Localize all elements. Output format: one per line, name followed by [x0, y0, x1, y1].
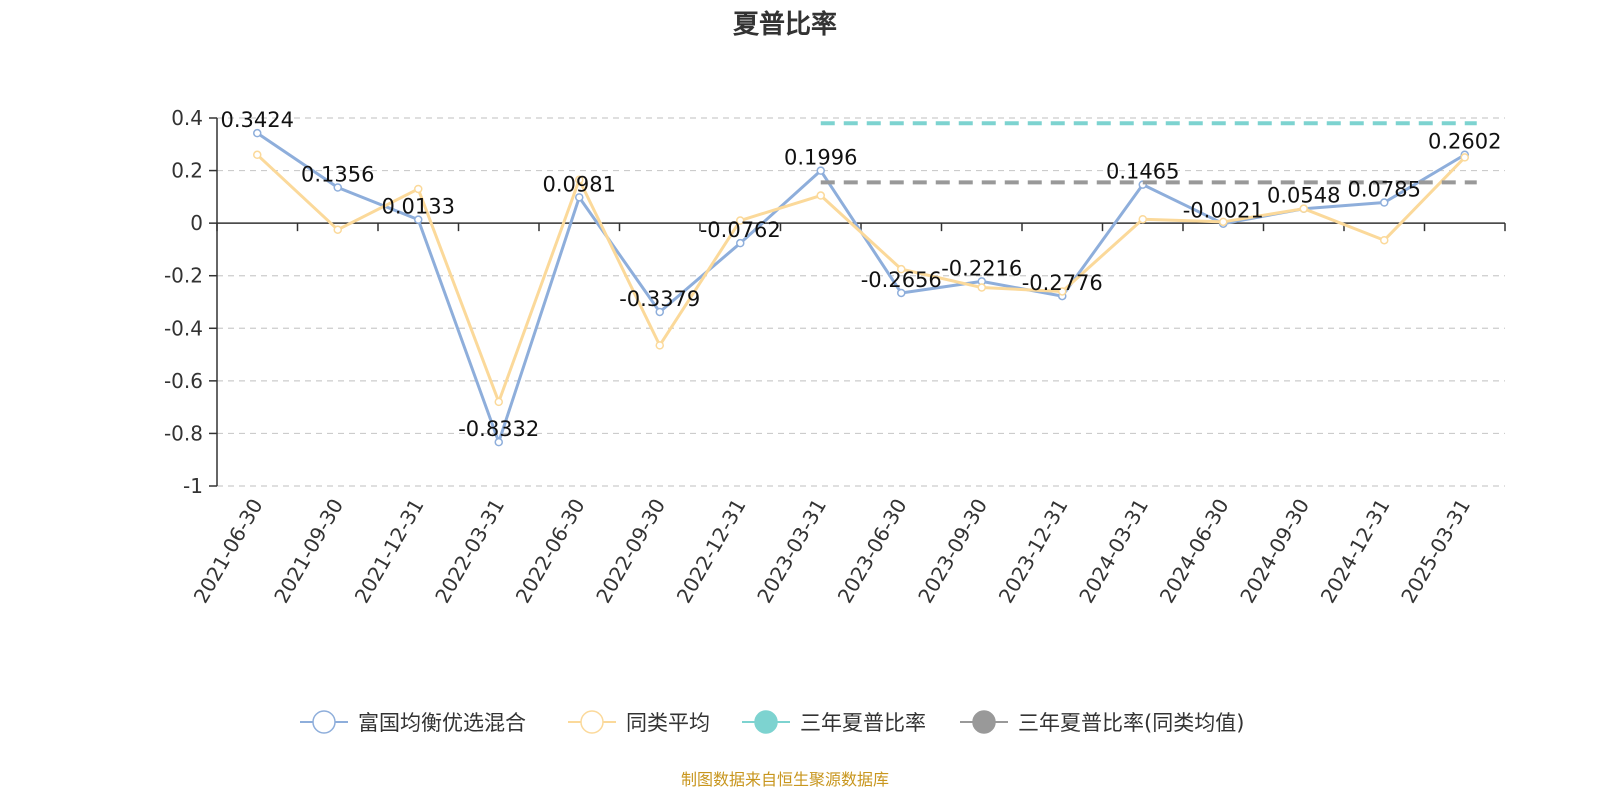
data-label: 0.1465: [1106, 160, 1179, 184]
data-label: 0.1996: [784, 146, 857, 170]
series-layer: [253, 121, 1477, 447]
x-tick-label: 2023-12-31: [994, 495, 1073, 608]
data-label: 0.0785: [1348, 178, 1421, 202]
data-label: -0.3379: [619, 287, 700, 311]
source-note: 制图数据来自恒生聚源数据库: [681, 770, 889, 789]
chart-title: 夏普比率: [733, 9, 837, 40]
y-tick-label: -1: [183, 474, 203, 498]
series-point-0: [253, 128, 262, 138]
data-label: 0.0981: [543, 172, 616, 196]
x-tick-label: 2022-09-30: [591, 495, 670, 608]
legend-marker-icon: [312, 710, 336, 734]
series-point-1: [1058, 287, 1067, 296]
data-label: -0.2216: [941, 256, 1022, 280]
y-tick-label: -0.6: [164, 369, 203, 393]
data-label: 0.3424: [221, 108, 294, 132]
x-tick-label: 2023-09-30: [913, 495, 992, 608]
series-point-1: [333, 225, 342, 234]
legend-label: 三年夏普比率: [800, 711, 926, 735]
y-tick-label: -0.2: [164, 264, 203, 288]
series-point-0: [655, 307, 664, 317]
data-label: -0.0762: [700, 218, 781, 242]
series-point-1: [1460, 153, 1469, 162]
x-tick-label: 2024-09-30: [1235, 495, 1314, 608]
legend-marker-icon: [754, 710, 778, 734]
series-point-0: [816, 166, 825, 175]
legend-marker-icon: [580, 710, 604, 734]
x-tick-label: 2021-12-31: [350, 495, 429, 608]
series-point-0: [414, 215, 423, 224]
series-point-1: [736, 216, 745, 225]
x-tick-label: 2022-03-31: [430, 495, 509, 608]
x-tick-label: 2024-03-31: [1074, 495, 1153, 608]
x-tick-label: 2025-03-31: [1396, 495, 1475, 608]
series-point-1: [655, 341, 664, 350]
series-point-0: [1380, 198, 1389, 207]
series-line-1: [256, 153, 1466, 404]
series-point-1: [1219, 217, 1228, 227]
data-label: -0.2776: [1022, 271, 1103, 295]
legend-marker-icon: [972, 710, 996, 734]
x-tick-label: 2022-12-31: [672, 495, 751, 608]
y-tick-label: -0.8: [164, 421, 203, 445]
data-label: 0.0548: [1267, 184, 1340, 208]
series-point-0: [575, 193, 584, 202]
series-point-1: [1138, 214, 1147, 224]
series-point-0: [897, 288, 906, 298]
x-tick-label: 2022-06-30: [511, 495, 590, 608]
series-point-0: [494, 437, 503, 447]
data-label: -0.2656: [861, 268, 942, 292]
y-tick-label: 0.2: [171, 159, 203, 183]
x-tick-label: 2021-09-30: [269, 495, 348, 608]
series-point-1: [1380, 235, 1389, 245]
x-tick-label: 2024-06-30: [1155, 495, 1234, 608]
data-label: 0.2602: [1428, 130, 1501, 154]
legend-label: 同类平均: [626, 711, 710, 735]
grid-lines: [217, 117, 1505, 487]
x-tick-label: 2021-06-30: [189, 495, 268, 608]
data-labels: 0.3424 0.1356 0.0133 -0.8332 0.0981 -0.3379 -0…: [221, 108, 1502, 441]
series-point-1: [494, 397, 503, 407]
x-tick-label: 2023-03-31: [752, 495, 831, 608]
data-label: 0.0133: [382, 195, 455, 219]
y-tick-label: -0.4: [164, 316, 203, 340]
series-point-0: [333, 183, 342, 192]
x-tick-label: 2024-12-31: [1316, 495, 1395, 608]
series-point-1: [253, 150, 262, 160]
y-tick-label: 0.4: [171, 106, 203, 130]
series-point-1: [414, 184, 423, 194]
data-label: -0.0021: [1183, 199, 1264, 223]
legend-label: 富国均衡优选混合: [358, 711, 526, 735]
x-tick-label: 2023-06-30: [833, 495, 912, 608]
series-point-1: [575, 175, 584, 185]
series-point-0: [736, 238, 745, 248]
data-label: -0.8332: [458, 417, 539, 441]
legend: 富国均衡优选混合 同类平均 三年夏普比率 三年夏普比率(同类均值): [300, 710, 1244, 735]
series-point-1: [897, 264, 906, 274]
legend-label: 三年夏普比率(同类均值): [1018, 711, 1244, 735]
data-label: 0.1356: [301, 162, 374, 186]
series-point-1: [816, 191, 825, 200]
series-point-1: [1299, 204, 1308, 213]
series-point-1: [977, 283, 986, 292]
y-tick-label: 0: [190, 211, 203, 235]
